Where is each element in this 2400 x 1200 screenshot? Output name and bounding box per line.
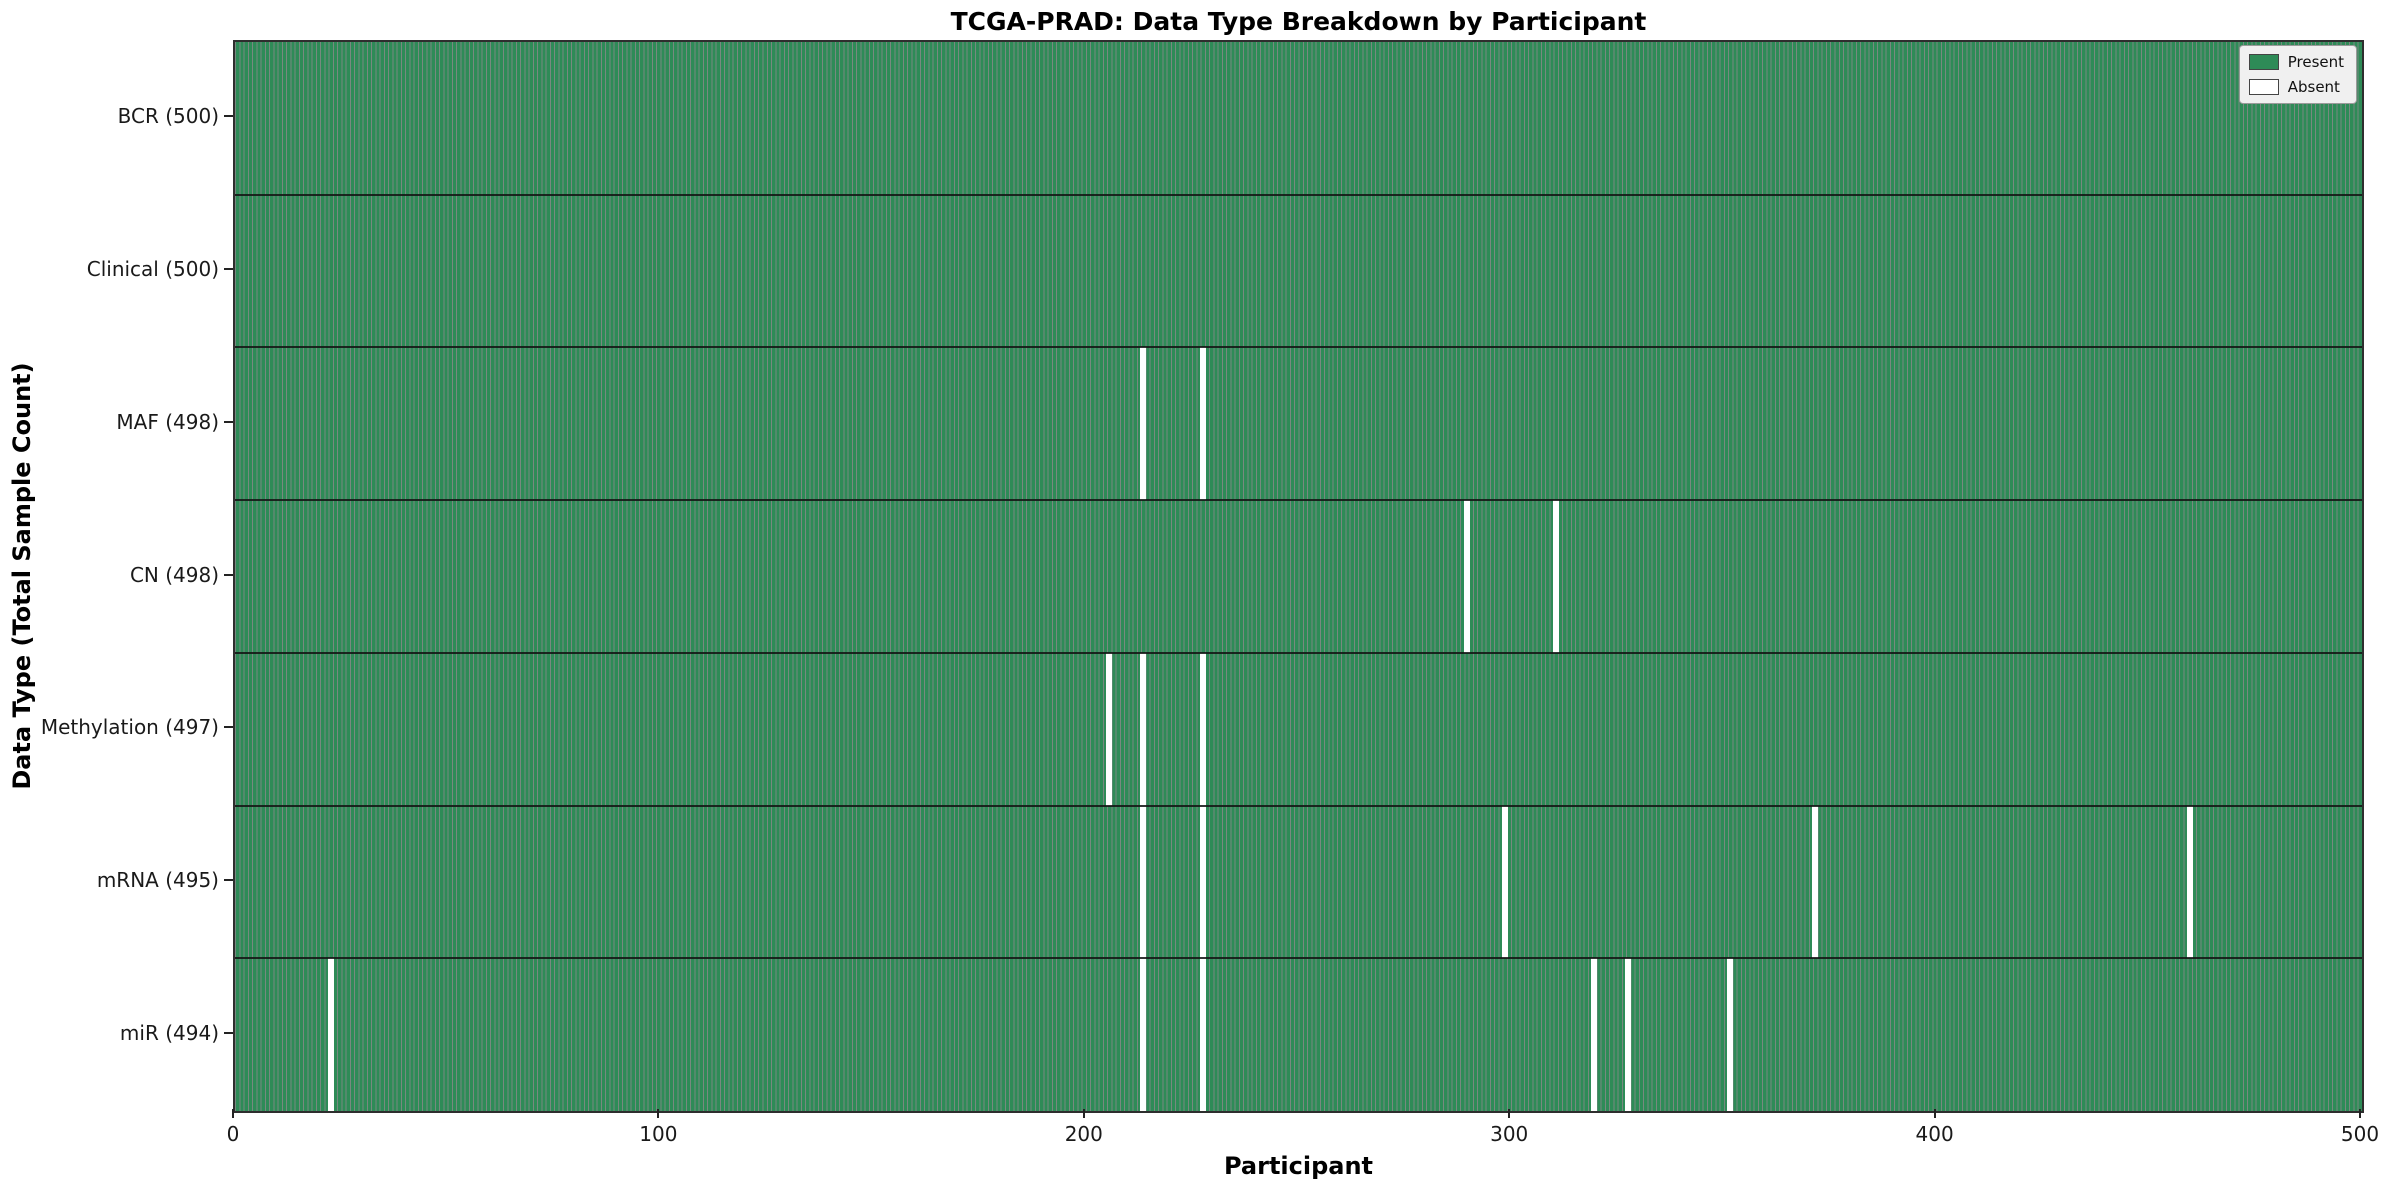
absent-gap-miR-351 (1727, 958, 1734, 1111)
y-tick-label-CN: CN (498) (129, 562, 219, 587)
legend-present-label: Present (2287, 53, 2344, 71)
absent-gap-Methylation-227 (1199, 652, 1206, 806)
absent-gap-miR-227 (1199, 958, 1206, 1111)
row-band-Clinical (235, 194, 2362, 348)
y-tick-mark (224, 878, 233, 881)
absent-gap-Methylation-213 (1140, 652, 1147, 806)
x-tick-label-200: 200 (1064, 1122, 1103, 1146)
absent-gap-miR-22 (327, 958, 334, 1111)
absent-gap-mRNA-227 (1199, 805, 1206, 959)
row-band-BCR (235, 42, 2362, 195)
y-tick-label-miR: miR (494) (119, 1020, 219, 1045)
y-tick-mark (224, 115, 233, 118)
absent-gap-miR-213 (1140, 958, 1147, 1111)
row-separator (235, 651, 2362, 654)
chart-title: TCGA-PRAD: Data Type Breakdown by Partic… (950, 7, 1647, 36)
legend-item-present: Present (2248, 53, 2344, 71)
legend-absent-swatch (2248, 79, 2279, 95)
row-band-Methylation (235, 652, 2362, 806)
y-tick-label-MAF: MAF (498) (116, 409, 219, 434)
plot-area (233, 40, 2364, 1113)
absent-gap-MAF-227 (1199, 347, 1206, 501)
x-tick-label-400: 400 (1915, 1122, 1954, 1146)
x-tick-mark (232, 1109, 234, 1118)
y-tick-label-mRNA: mRNA (495) (96, 867, 219, 892)
absent-gap-miR-327 (1625, 958, 1632, 1111)
absent-gap-mRNA-298 (1501, 805, 1508, 959)
y-tick-mark (224, 1031, 233, 1034)
legend: Present Absent (2238, 45, 2357, 104)
row-separator (235, 804, 2362, 807)
legend-present-swatch (2248, 54, 2279, 70)
row-band-MAF (235, 347, 2362, 501)
y-axis-label: Data Type (Total Sample Count) (8, 362, 36, 790)
row-separator (235, 346, 2362, 349)
absent-gap-CN-289 (1463, 500, 1470, 653)
row-separator (235, 957, 2362, 960)
legend-item-absent: Absent (2248, 78, 2344, 96)
absent-gap-miR-319 (1591, 958, 1598, 1111)
y-tick-label-Methylation: Methylation (497) (40, 715, 219, 740)
row-separator (235, 193, 2362, 196)
x-tick-label-300: 300 (1490, 1122, 1529, 1146)
y-tick-mark (224, 268, 233, 271)
row-band-miR (235, 958, 2362, 1111)
y-tick-label-Clinical: Clinical (500) (86, 257, 219, 282)
x-tick-mark (2359, 1109, 2361, 1118)
row-band-CN (235, 500, 2362, 653)
absent-gap-Methylation-205 (1106, 652, 1113, 806)
y-tick-label-BCR: BCR (500) (117, 104, 219, 129)
legend-absent-label: Absent (2287, 78, 2340, 96)
x-tick-label-500: 500 (2340, 1122, 2380, 1146)
y-tick-mark (224, 420, 233, 423)
absent-gap-MAF-213 (1140, 347, 1147, 501)
absent-gap-mRNA-213 (1140, 805, 1147, 959)
y-tick-mark (224, 726, 233, 729)
x-tick-mark (1082, 1109, 1085, 1118)
x-tick-mark (1933, 1109, 1936, 1118)
row-band-mRNA (235, 805, 2362, 959)
x-tick-label-0: 0 (226, 1122, 240, 1146)
absent-gap-mRNA-371 (1812, 805, 1819, 959)
x-tick-label-100: 100 (639, 1122, 678, 1146)
absent-gap-mRNA-459 (2186, 805, 2193, 959)
x-tick-mark (657, 1109, 660, 1118)
row-separator (235, 499, 2362, 502)
x-tick-mark (1508, 1109, 1511, 1118)
y-tick-mark (224, 573, 233, 576)
x-axis-label: Participant (1223, 1152, 1374, 1180)
absent-gap-CN-310 (1552, 500, 1559, 653)
